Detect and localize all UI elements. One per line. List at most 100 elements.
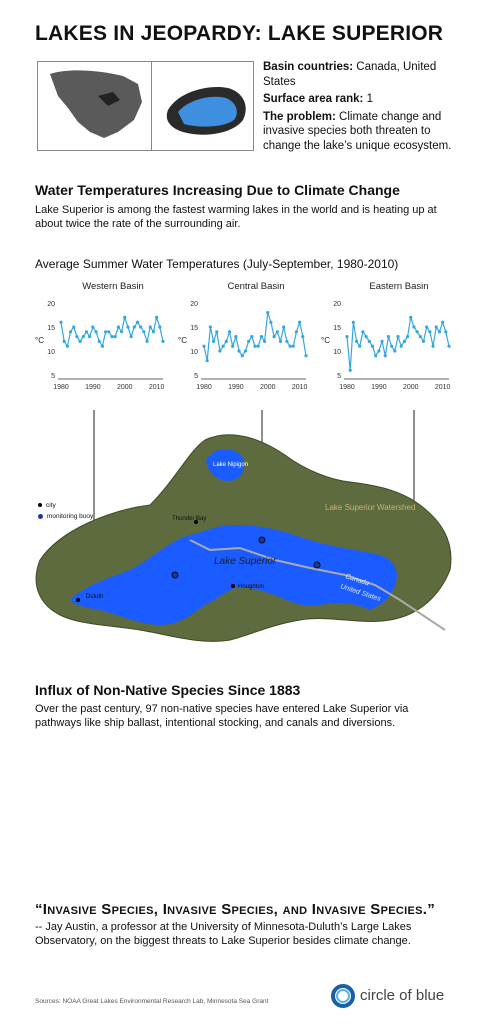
- data-point: [266, 311, 270, 315]
- data-point: [215, 330, 219, 334]
- y-axis-unit: °C: [35, 336, 44, 345]
- fact-surface-rank: Surface area rank: 1: [263, 92, 463, 107]
- quote-attribution: -- Jay Austin, a professor at the Univer…: [35, 921, 412, 947]
- data-point: [399, 344, 403, 348]
- x-tick-label: 1990: [228, 384, 244, 391]
- tile-algae: 7 species of algae.: [375, 765, 431, 812]
- data-point: [234, 335, 238, 339]
- x-tick-label: 2010: [149, 384, 165, 391]
- data-point: [383, 354, 387, 358]
- tile-heading: 26 aquatic and wetland plants: [167, 769, 367, 789]
- basin-title: Western Basin: [82, 281, 144, 292]
- x-tick-label: 2010: [435, 384, 451, 391]
- tile-label: species of algae.: [380, 775, 420, 802]
- lake-nipigon: [206, 449, 245, 482]
- city-label: Duluth: [86, 594, 103, 600]
- canada-us-border: [189, 539, 446, 631]
- data-point: [396, 335, 400, 339]
- tile-heading: 31 aquatic invertebrates: [40, 765, 154, 810]
- tile-detail: including the spiny water flea, the zebr…: [40, 811, 151, 838]
- data-point: [298, 320, 302, 324]
- water-temp-text: Lake Superior is among the fastest warmi…: [35, 204, 437, 230]
- data-point: [78, 339, 82, 343]
- data-point: [358, 344, 362, 348]
- city-dot: [231, 584, 235, 588]
- x-tick-label: 1980: [339, 384, 355, 391]
- nipigon-label: Lake Nipigon: [213, 462, 248, 468]
- data-point: [145, 339, 149, 343]
- city-label: Thunder Bay: [172, 516, 206, 522]
- tile-heading: 7 species of algae.: [380, 769, 426, 805]
- basin-title: Eastern Basin: [369, 281, 428, 292]
- data-point: [211, 339, 216, 343]
- series-line: [346, 317, 450, 371]
- data-point: [402, 339, 406, 343]
- data-point: [275, 330, 279, 334]
- tile-diseases: 14 diseases & parasites including viral …: [315, 815, 431, 857]
- monitoring-buoy: [313, 561, 321, 569]
- data-point: [415, 330, 419, 334]
- monitoring-buoy: [171, 571, 179, 579]
- data-point: [364, 335, 368, 339]
- data-point: [113, 335, 117, 339]
- tile-heading: 19 fish: [167, 819, 307, 837]
- data-point: [288, 344, 292, 348]
- tile-detail: including viral hemorrhagic septicemia (…: [320, 839, 404, 855]
- data-point: [304, 354, 308, 358]
- y-tick-label: 10: [190, 349, 198, 356]
- data-point: [393, 349, 397, 353]
- lake-superior: [70, 525, 397, 625]
- quote: “Invasive Species, Invasive Species, and…: [35, 901, 436, 918]
- data-point: [447, 344, 451, 348]
- x-tick-label: 1990: [371, 384, 387, 391]
- locator-map-box: [37, 61, 254, 151]
- fact-label: The problem:: [263, 110, 336, 123]
- data-point: [421, 339, 426, 343]
- lake-superior-label: Lake Superior: [214, 556, 277, 567]
- data-point: [262, 339, 267, 343]
- data-point: [88, 335, 92, 339]
- data-point: [62, 339, 66, 343]
- tile-number: 19: [167, 819, 183, 835]
- data-point: [282, 325, 286, 329]
- data-point: [155, 315, 159, 319]
- data-point: [361, 330, 365, 334]
- data-point: [91, 325, 95, 329]
- data-point: [65, 344, 69, 348]
- y-axis-unit: °C: [321, 336, 330, 345]
- data-point: [237, 349, 241, 353]
- tile-detail: including purple loosestrife & eurasian …: [167, 791, 325, 798]
- tile-detail: including the sea lamprey, eurasian ruff…: [167, 839, 301, 855]
- data-point: [116, 325, 120, 329]
- data-point: [291, 344, 295, 348]
- data-point: [431, 344, 435, 348]
- data-point: [272, 335, 276, 339]
- x-tick-label: 2000: [117, 384, 133, 391]
- fact-problem: The problem: Climate change and invasive…: [263, 110, 463, 154]
- city-dot-icon: [38, 503, 42, 508]
- data-point: [97, 339, 101, 343]
- data-point: [405, 335, 410, 339]
- city-label: Houghton: [238, 584, 264, 590]
- tile-number: 7: [380, 769, 388, 785]
- x-tick-label: 2000: [260, 384, 276, 391]
- data-point: [224, 339, 228, 343]
- data-point: [94, 330, 98, 334]
- species-text: Over the past century, 97 non-native spe…: [35, 703, 409, 729]
- legend-city: city: [38, 500, 93, 511]
- data-point: [278, 339, 283, 343]
- fact-value: Climate change and invasive species both…: [263, 110, 452, 152]
- data-point: [126, 325, 130, 329]
- tile-label: diseases & parasites: [336, 825, 411, 834]
- brand-name: circle of blue: [360, 987, 445, 1004]
- data-point: [148, 325, 152, 329]
- y-tick-label: 5: [337, 373, 341, 380]
- y-axis-unit: °C: [178, 336, 187, 345]
- data-point: [68, 330, 73, 334]
- data-point: [345, 335, 349, 339]
- map-legend: city monitoring buoy: [38, 500, 93, 522]
- data-point: [434, 325, 438, 329]
- sources: Sources: NOAA Great Lakes Environmental …: [35, 998, 269, 1005]
- y-tick-label: 15: [190, 325, 198, 332]
